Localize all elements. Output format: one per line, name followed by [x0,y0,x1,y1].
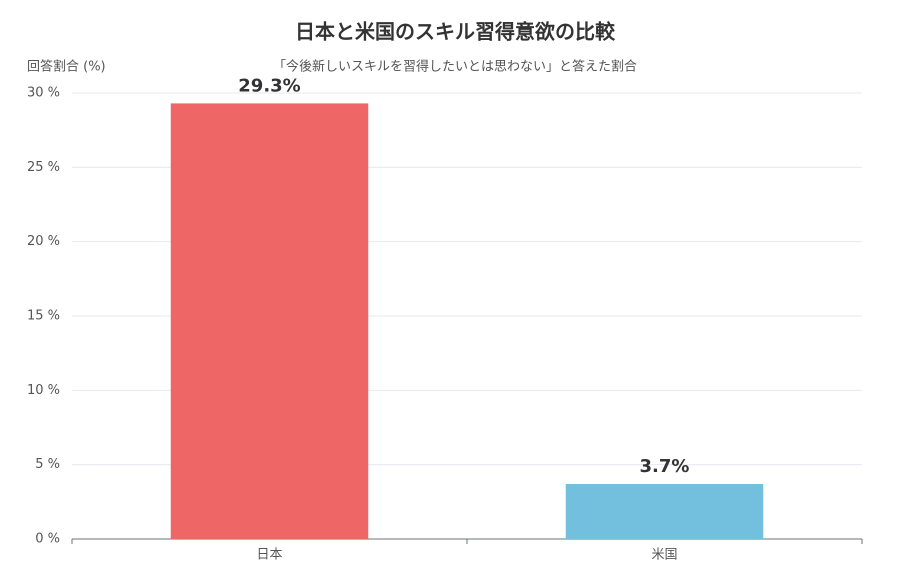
y-tick-label: 15 % [27,309,60,324]
x-tick-label: 米国 [651,548,677,563]
y-tick-label: 0 % [35,532,60,547]
data-label: 3.7% [640,456,690,477]
bar [170,103,369,539]
chart-title: 日本と米国のスキル習得意欲の比較 [295,20,616,44]
y-tick-label: 20 % [27,234,60,249]
y-tick-label: 25 % [27,160,60,175]
y-axis-label: 回答割合 (%) [27,59,106,75]
y-tick-label: 30 % [27,86,60,101]
y-tick-label: 10 % [27,383,60,398]
y-tick-label: 5 % [35,457,60,472]
chart-subtitle: 「今後新しいスキルを習得したいとは思わない」と答えた割合 [273,59,637,75]
x-tick-label: 日本 [256,548,282,563]
bar [565,483,764,539]
data-label: 29.3% [238,75,300,96]
